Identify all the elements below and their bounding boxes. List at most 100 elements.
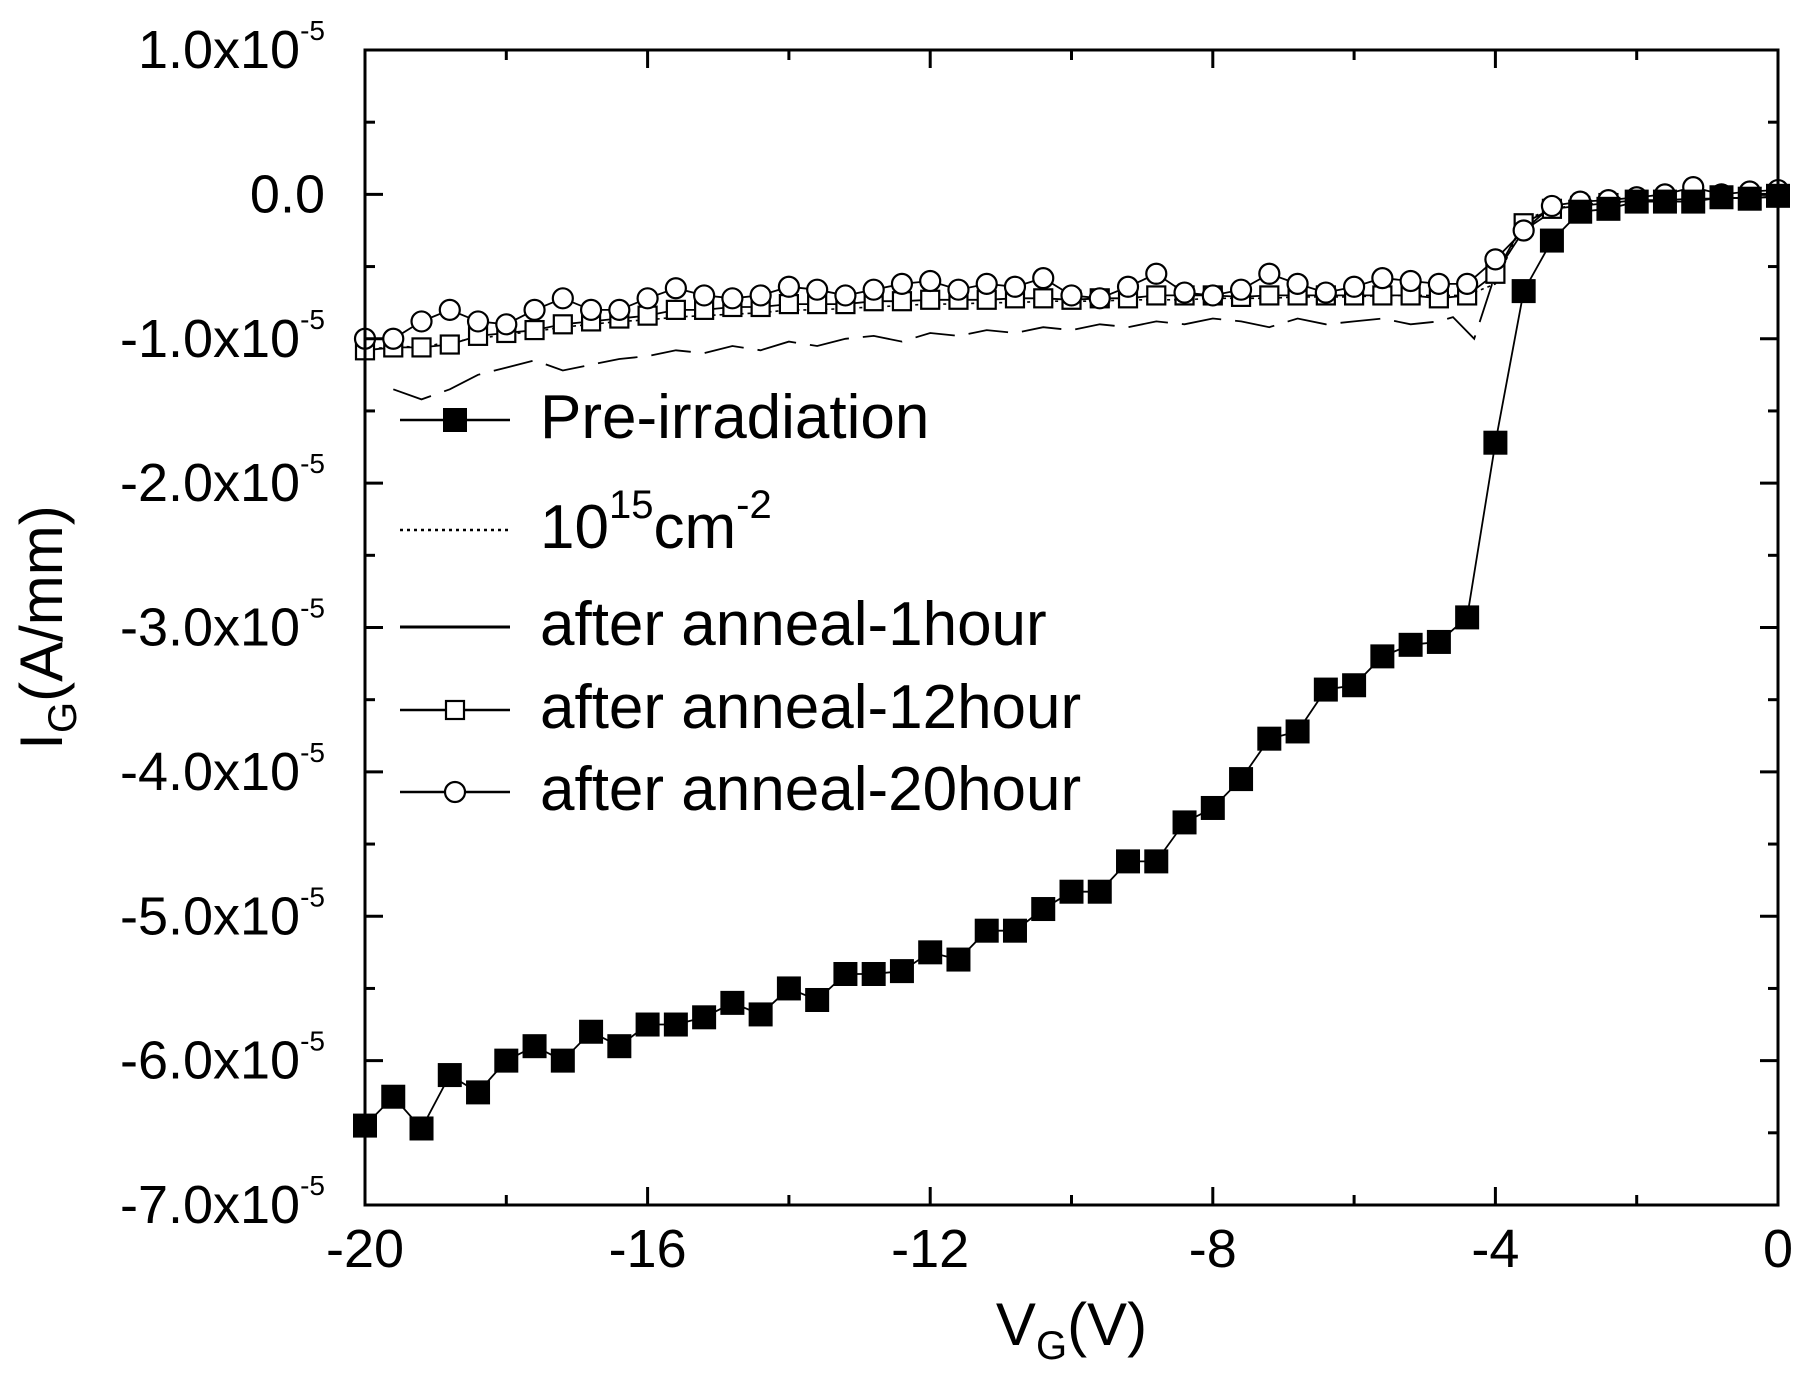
series-after-anneal-1hour (392, 210, 1553, 401)
data-point (1172, 810, 1197, 835)
data-point (1456, 272, 1479, 295)
data-point (550, 1048, 575, 1073)
x-tick-label: -12 (891, 1219, 969, 1279)
data-point (1342, 275, 1366, 298)
legend: Pre-irradiation 1015cm-2 after anneal-1hou… (400, 383, 1081, 824)
data-point (918, 940, 943, 965)
data-point (1427, 272, 1450, 295)
x-tick-label: -16 (609, 1219, 687, 1279)
y-tick-label: 1.0x10-5 (138, 15, 325, 80)
data-point (1173, 281, 1196, 304)
data-point (889, 959, 914, 984)
data-point (410, 310, 433, 333)
data-point (833, 962, 858, 986)
data-point (636, 287, 659, 310)
data-point (1483, 430, 1508, 455)
data-point (748, 1002, 773, 1027)
data-point (495, 313, 518, 336)
data-point (381, 1084, 406, 1109)
data-point (720, 990, 745, 1015)
data-point (438, 298, 461, 321)
data-point (1087, 879, 1112, 904)
data-point (1652, 189, 1677, 214)
data-point (494, 1048, 519, 1073)
data-point (1370, 644, 1395, 669)
data-point (437, 1063, 462, 1088)
data-point (1229, 767, 1254, 792)
y-tick-label: -4.0x10-5 (120, 737, 325, 802)
data-point (1116, 849, 1141, 874)
y-tick-label: -5.0x10-5 (120, 881, 325, 946)
data-point (1371, 267, 1394, 290)
legend-item: after anneal-12hour (400, 673, 1081, 742)
y-tick-label: -3.0x10-5 (120, 593, 325, 658)
data-point (411, 337, 432, 358)
legend-label: after anneal-12hour (540, 673, 1081, 742)
legend-marker (444, 699, 466, 721)
data-point (1426, 629, 1451, 654)
data-point (1031, 897, 1056, 922)
data-point (1624, 189, 1649, 214)
data-point (721, 287, 744, 310)
data-point (524, 319, 545, 341)
legend-marker (443, 780, 467, 804)
data-point (1144, 849, 1169, 874)
data-point (862, 278, 885, 301)
data-point (466, 1080, 491, 1105)
x-axis: -20 -16 -12 -8 -4 0 (326, 50, 1793, 1279)
data-point (1681, 189, 1706, 214)
data-point (919, 269, 942, 293)
data-point (552, 314, 573, 335)
data-point (1259, 285, 1280, 306)
data-point (1342, 673, 1367, 698)
data-point (409, 1116, 434, 1141)
data-point (974, 918, 999, 943)
data-point (1088, 287, 1111, 310)
data-point (1511, 279, 1536, 304)
data-point (439, 334, 460, 355)
data-point (749, 284, 772, 307)
data-point (1286, 272, 1309, 295)
data-point (890, 272, 914, 295)
x-axis-label: VG(V) (996, 1291, 1147, 1368)
data-point (1033, 288, 1054, 309)
legend-item: Pre-irradiation (400, 383, 929, 452)
y-tick-label: 0.0 (250, 164, 325, 224)
data-point (946, 947, 971, 972)
data-point (947, 278, 970, 301)
data-point (579, 298, 603, 321)
data-point (665, 299, 686, 320)
legend-item: after anneal-20hour (400, 755, 1081, 824)
data-point (1455, 605, 1480, 630)
data-point (1116, 275, 1140, 298)
data-point (1709, 185, 1734, 210)
data-point (1737, 186, 1762, 211)
data-point (1314, 281, 1337, 304)
data-point (975, 272, 998, 295)
legend-marker (443, 408, 467, 432)
data-point (1201, 284, 1224, 307)
data-point (664, 277, 687, 300)
data-point (382, 327, 405, 350)
data-point (466, 310, 490, 333)
y-tick-label: -7.0x10-5 (120, 1170, 325, 1235)
plot-series (353, 176, 1790, 1141)
legend-label: Pre-irradiation (540, 383, 929, 452)
series-pre-irradiation (353, 183, 1790, 1141)
data-point (1257, 726, 1282, 751)
data-point (1145, 262, 1168, 285)
data-point (523, 298, 546, 321)
data-point (692, 1005, 717, 1030)
x-tick-label: 0 (1763, 1219, 1793, 1279)
data-point (1539, 228, 1564, 253)
data-point (1398, 632, 1423, 657)
data-point (1229, 278, 1253, 301)
data-point (579, 1019, 604, 1044)
data-point (1399, 269, 1422, 293)
legend-label: after anneal-1hour (540, 590, 1047, 659)
data-point (1002, 918, 1027, 943)
y-axis-label: IG(A/mm) (8, 505, 85, 749)
data-point (777, 275, 801, 298)
data-point (806, 278, 829, 301)
data-point (693, 284, 716, 307)
